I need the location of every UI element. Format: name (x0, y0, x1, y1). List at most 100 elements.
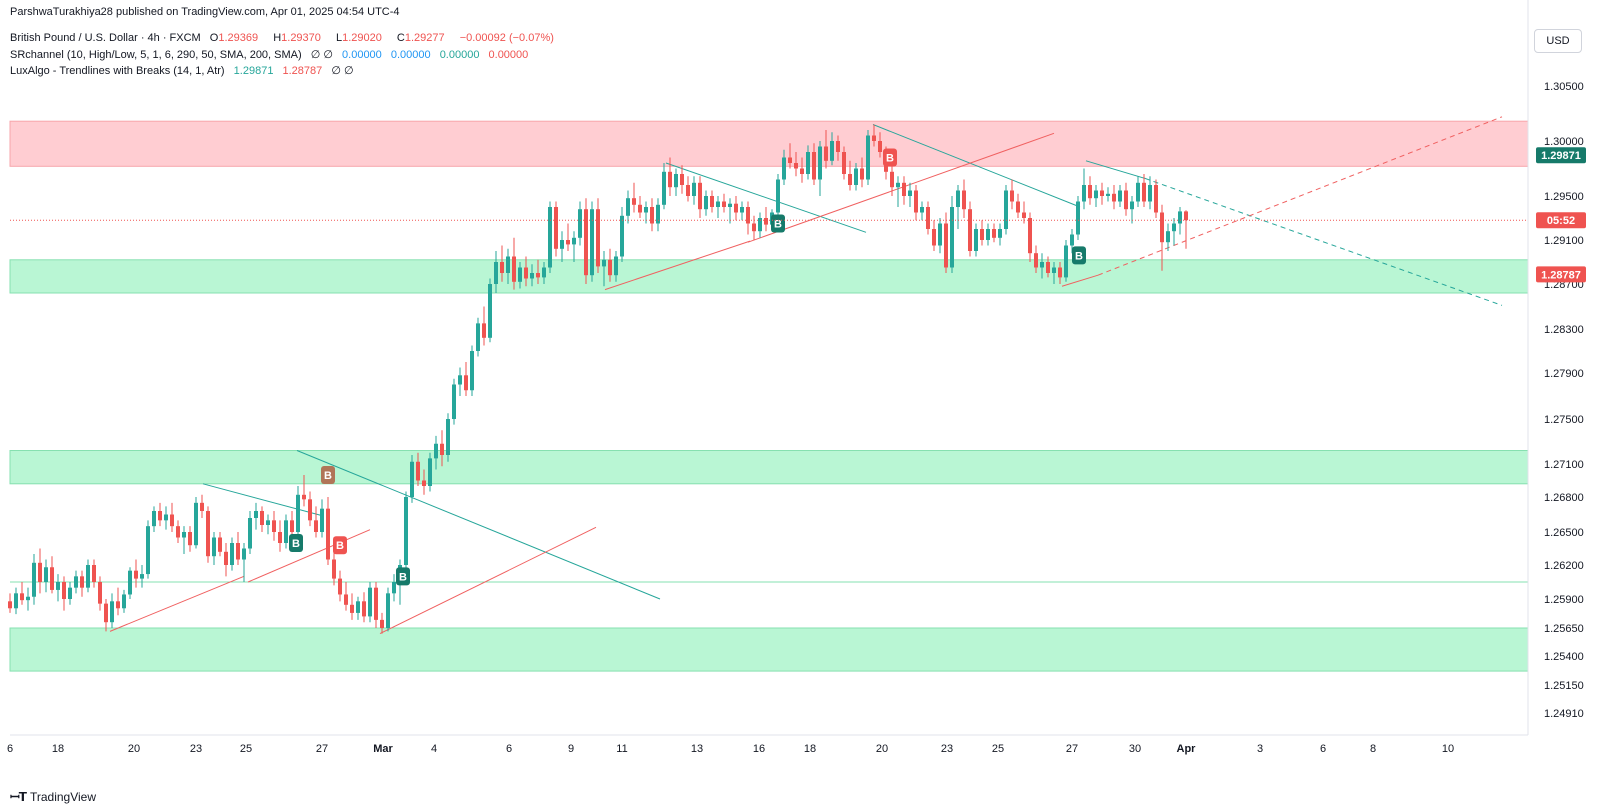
candle-body (458, 375, 462, 385)
open-label: O (209, 32, 219, 44)
support-zone (9, 259, 1529, 294)
candle-body (914, 190, 918, 213)
currency-button[interactable]: USD (1534, 29, 1582, 53)
candle-body (1034, 253, 1038, 268)
candle (836, 135, 840, 161)
candle (26, 587, 30, 611)
candle (1094, 185, 1098, 207)
candle-body (512, 256, 516, 282)
candle-body (734, 203, 738, 213)
candle-body (326, 508, 330, 560)
candle-body (518, 267, 522, 282)
candle (872, 124, 876, 147)
candle-body (146, 526, 150, 575)
candle-body (752, 223, 756, 232)
close-value: 1.29277 (404, 32, 445, 44)
candle-body (1154, 185, 1158, 213)
candle-body (116, 601, 120, 609)
candle-body (188, 532, 192, 546)
candle (1082, 168, 1086, 210)
candle (902, 176, 906, 205)
candle (944, 212, 948, 273)
candle (548, 201, 552, 273)
time-tick-label: 30 (1129, 743, 1141, 755)
candle (866, 130, 870, 185)
tradingview-brand[interactable]: ꟷ𝗧 TradingView (10, 788, 96, 805)
indicator-luxalgo[interactable]: LuxAlgo - Trendlines with Breaks (14, 1,… (10, 64, 360, 77)
candle-body (1112, 193, 1116, 202)
candle-body (620, 215, 624, 257)
candle (584, 198, 588, 284)
candle-body (284, 520, 288, 543)
price-tick-label: 1.29500 (1544, 191, 1584, 203)
candle-body (278, 532, 282, 543)
price-tick-label: 1.30000 (1544, 136, 1584, 148)
candle-body (572, 237, 576, 245)
time-tick-label: 6 (7, 743, 13, 755)
time-tick-label: 3 (1257, 743, 1263, 755)
candle-body (8, 601, 12, 609)
candle-body (1004, 190, 1008, 229)
candle-body (878, 141, 882, 152)
candle (542, 262, 546, 284)
price-axis-badge-text: 1.28787 (1541, 269, 1581, 281)
candle (14, 587, 18, 615)
candle-body (962, 190, 966, 210)
candle-body (1022, 212, 1026, 218)
candle (338, 570, 342, 602)
candle-body (1166, 231, 1170, 243)
candle-body (1016, 201, 1020, 213)
candle-body (92, 565, 96, 582)
candle (428, 452, 432, 492)
break-label: B (333, 536, 347, 555)
candle-body (1160, 212, 1164, 243)
indicator-srchannel[interactable]: SRchannel (10, High/Low, 5, 1, 6, 290, 5… (10, 48, 534, 61)
price-tick-label: 1.27900 (1544, 368, 1584, 380)
candle-body (206, 511, 210, 557)
candle-body (374, 587, 378, 620)
candle (320, 499, 324, 538)
candle-body (158, 511, 162, 521)
candle-body (926, 207, 930, 229)
time-tick-label: 25 (240, 743, 252, 755)
indicator-luxalgo-name: LuxAlgo - Trendlines with Breaks (14, 1,… (10, 65, 225, 77)
time-tick-label: 6 (1320, 743, 1326, 755)
candle-body (614, 256, 618, 276)
break-label: B (321, 466, 335, 484)
candle (692, 176, 696, 205)
candle-body (344, 594, 348, 605)
candle-body (626, 198, 630, 216)
candle (476, 317, 480, 357)
price-axis-badge-text: 05:52 (1547, 215, 1575, 227)
candle-body (56, 582, 60, 590)
candle-body (254, 511, 258, 518)
candle-body (1058, 267, 1062, 278)
candle-body (1178, 211, 1182, 224)
candle (752, 215, 756, 240)
candle (602, 251, 606, 287)
candle-body (536, 273, 540, 278)
candle-body (584, 209, 588, 276)
candle-body (464, 375, 468, 391)
low-label: L (335, 32, 343, 44)
candle (230, 537, 234, 571)
candle-body (1118, 190, 1122, 202)
candle (182, 526, 186, 554)
candle (386, 587, 390, 632)
candle-body (98, 582, 102, 604)
candle (722, 193, 726, 213)
candle (650, 198, 654, 232)
candle-body (830, 141, 834, 161)
price-axis-badge-box (1536, 266, 1586, 283)
candle (308, 491, 312, 527)
candle-body (1136, 182, 1140, 202)
candle-body (608, 259, 612, 276)
candle (392, 574, 396, 602)
price-tick-label: 1.25150 (1544, 680, 1584, 692)
candle-body (854, 168, 858, 185)
indicator-srchannel-value: 0.00000 (488, 49, 529, 61)
price-tick-label: 1.24910 (1544, 708, 1584, 720)
candle (566, 223, 570, 251)
symbol-name[interactable]: British Pound / U.S. Dollar · 4h · FXCM (10, 32, 201, 44)
